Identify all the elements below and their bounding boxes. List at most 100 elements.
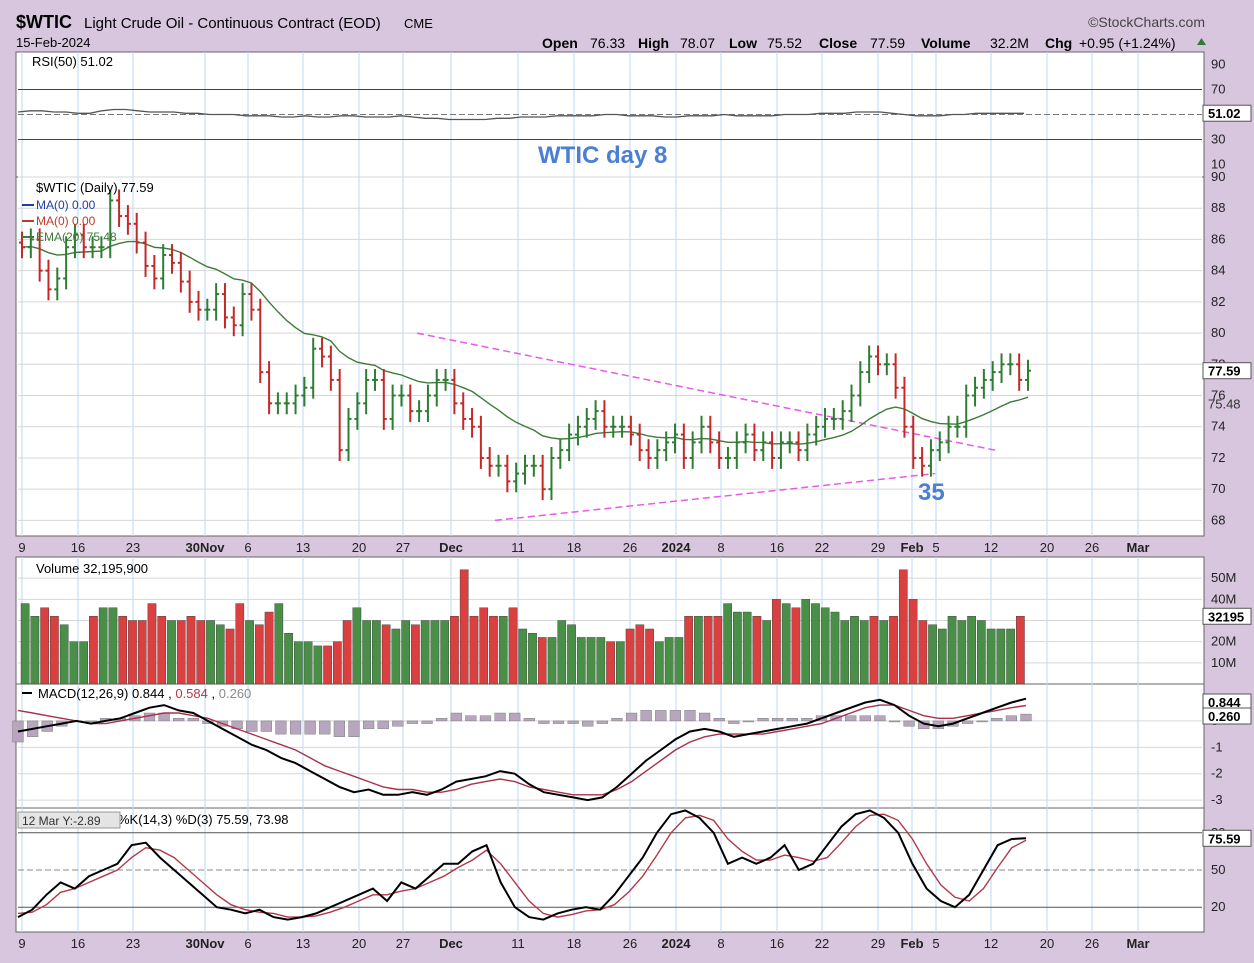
macd-histogram-bar xyxy=(333,720,345,737)
x-tick-label: 13 xyxy=(296,540,310,555)
macd-histogram-bar xyxy=(436,718,448,722)
volume-bar xyxy=(401,620,410,685)
volume-bar xyxy=(528,633,537,685)
macd-histogram-bar xyxy=(304,720,316,735)
volume-bar xyxy=(606,641,615,685)
price-last-close: 77.59 xyxy=(1208,364,1241,379)
volume-bar xyxy=(547,637,557,685)
price-legend: MA(0) 0.00 MA(0) 0.00 EMA(20) 75.48 xyxy=(22,198,117,244)
macd-histogram-bar xyxy=(523,718,535,722)
macd-histogram-bar xyxy=(479,715,492,722)
svg-text:MACD(12,26,9) 0.: MACD(12,26,9) 0.844 , 0.584 , 0.260 xyxy=(38,686,251,701)
macd-histogram-bar xyxy=(655,710,667,722)
legend-ma1: MA(0) 0.00 xyxy=(36,198,96,212)
volume-bar xyxy=(147,603,157,685)
volume-bar xyxy=(20,603,30,685)
volume-bar xyxy=(752,616,762,685)
rsi-chart xyxy=(17,108,1024,121)
price-title: $WTIC (Daily) 77.59 xyxy=(36,180,154,195)
volume-bar xyxy=(811,603,820,685)
price-tick-label: 76 xyxy=(1211,388,1225,403)
volume-bar xyxy=(908,599,918,685)
volume-bar xyxy=(137,620,147,685)
volume-bar xyxy=(352,607,362,685)
x-axis-lower: 9 16 23 30Nov 6 13 20 27 Dec 11 18 26 2024 8 16 22 29 Feb… xyxy=(18,936,1149,951)
close-label: Close xyxy=(819,35,857,51)
macd-histogram-bar xyxy=(1005,715,1017,722)
x-tick-label: Dec xyxy=(439,540,463,555)
macd-histogram-bar xyxy=(903,720,915,727)
macd-histogram-bar xyxy=(509,712,521,722)
rsi-line xyxy=(17,108,1024,121)
volume-bar xyxy=(713,616,723,685)
x-tick-label: Feb xyxy=(900,936,923,951)
volume-bar xyxy=(342,620,352,685)
rsi-annotation: WTIC day 8 xyxy=(538,142,667,169)
volume-bar xyxy=(791,607,801,685)
macd-histogram-bar xyxy=(888,720,901,723)
volume-last-value: 32195 xyxy=(1208,609,1244,624)
volume-title: Volume 32,195,900 xyxy=(36,561,148,576)
right-axes: 907050301051.029088868482807876747270687… xyxy=(1202,57,1252,914)
x-tick-label: 23 xyxy=(126,936,140,951)
volume-bar xyxy=(225,628,235,685)
volume-bar xyxy=(567,624,576,685)
low-label: Low xyxy=(729,35,757,51)
volume-bar xyxy=(274,603,284,685)
x-tick-label: 20 xyxy=(352,540,366,555)
volume-bar xyxy=(128,620,137,685)
volume-bar xyxy=(245,620,254,685)
volume-bar xyxy=(469,616,479,685)
high-value: 78.07 xyxy=(680,35,715,51)
x-axis-upper: 9 16 23 30Nov 6 13 20 27 Dec 11 18 26 2024 8 16 22 29 Feb… xyxy=(18,540,1149,555)
macd-histogram-bar xyxy=(289,720,302,735)
macd-histogram-bar xyxy=(669,710,681,722)
volume-bar xyxy=(1016,616,1025,685)
price-annotation: 35 xyxy=(918,479,945,506)
macd-histogram-bar xyxy=(348,720,360,737)
volume-bar xyxy=(167,620,176,685)
value-tag xyxy=(1202,362,1252,380)
stochastic-title: %K(14,3) %D(3) 75.59, 73.98 xyxy=(118,812,289,827)
x-tick-label: 18 xyxy=(567,936,581,951)
volume-bar xyxy=(313,645,323,685)
macd-histogram-bar xyxy=(377,720,389,730)
macd-histogram-bar xyxy=(786,718,798,722)
x-tick-label: 30Nov xyxy=(185,540,225,555)
stochastic-tick-label: 20 xyxy=(1211,899,1225,914)
macd-histogram-bar xyxy=(465,715,477,722)
ema-line xyxy=(21,240,1029,445)
volume-bar xyxy=(655,641,664,685)
volume-bar xyxy=(733,611,742,685)
volume-bar xyxy=(157,616,167,685)
x-tick-label: 16 xyxy=(71,540,85,555)
volume-bar xyxy=(450,616,459,685)
macd-tick-label: -3 xyxy=(1211,792,1223,807)
x-tick-label: 26 xyxy=(623,540,637,555)
x-tick-label: 16 xyxy=(71,936,85,951)
volume-bar xyxy=(615,641,625,685)
macd-tick-label: -1 xyxy=(1211,739,1223,754)
price-tick-label: 90 xyxy=(1211,169,1225,184)
price-tick-label: 80 xyxy=(1211,325,1225,340)
volume-value: 32.2M xyxy=(990,35,1029,51)
rsi-title: RSI(50) 51.02 xyxy=(32,54,113,69)
volume-bar xyxy=(840,620,850,685)
macd-histogram-bar xyxy=(684,710,696,722)
chg-label: Chg xyxy=(1045,35,1072,51)
macd-histogram-bar xyxy=(319,720,331,735)
volume-bar xyxy=(869,616,879,685)
stochastic-tick-label: 50 xyxy=(1211,862,1225,877)
rsi-tick-label: 30 xyxy=(1211,132,1225,147)
volume-bar xyxy=(928,624,937,685)
x-tick-label: 20 xyxy=(1040,936,1054,951)
price-tick-label: 86 xyxy=(1211,231,1225,246)
macd-histogram-bar xyxy=(275,720,287,735)
macd-hist-value: 0.260 xyxy=(219,686,252,701)
macd-histogram-bar xyxy=(85,720,97,723)
macd-histogram-bar xyxy=(392,720,404,727)
macd-histogram-bar xyxy=(625,712,638,722)
macd-histogram-bar xyxy=(450,712,462,722)
legend-ma2: MA(0) 0.00 xyxy=(36,214,96,228)
